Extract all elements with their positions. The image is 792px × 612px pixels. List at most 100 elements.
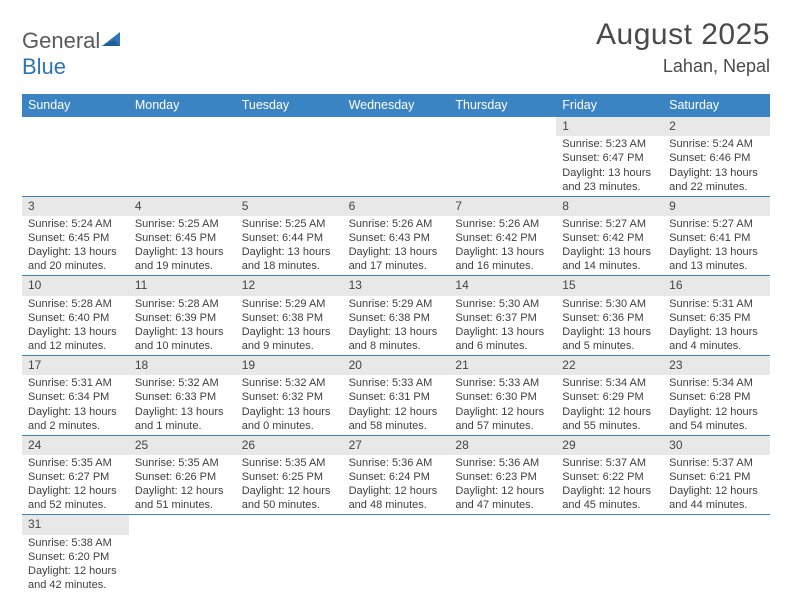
day-number: 20 bbox=[343, 356, 450, 375]
dow-wednesday: Wednesday bbox=[343, 94, 450, 117]
sunrise-line: Sunrise: 5:29 AM bbox=[349, 297, 444, 311]
day-cell: 31Sunrise: 5:38 AMSunset: 6:20 PMDayligh… bbox=[22, 515, 129, 594]
daylight-line: Daylight: 13 hours and 0 minutes. bbox=[242, 405, 337, 433]
day-cell: 21Sunrise: 5:33 AMSunset: 6:30 PMDayligh… bbox=[449, 356, 556, 435]
day-cell: 27Sunrise: 5:36 AMSunset: 6:24 PMDayligh… bbox=[343, 436, 450, 515]
sunrise-line: Sunrise: 5:34 AM bbox=[562, 376, 657, 390]
dow-sunday: Sunday bbox=[22, 94, 129, 117]
day-cell: 12Sunrise: 5:29 AMSunset: 6:38 PMDayligh… bbox=[236, 276, 343, 355]
day-number bbox=[343, 117, 450, 136]
logo-text-b: Blue bbox=[22, 54, 66, 79]
day-body: Sunrise: 5:25 AMSunset: 6:44 PMDaylight:… bbox=[236, 216, 343, 275]
sunset-line: Sunset: 6:40 PM bbox=[28, 311, 123, 325]
day-number bbox=[663, 515, 770, 534]
sunrise-line: Sunrise: 5:33 AM bbox=[455, 376, 550, 390]
day-body: Sunrise: 5:35 AMSunset: 6:26 PMDaylight:… bbox=[129, 455, 236, 514]
day-number: 14 bbox=[449, 276, 556, 295]
day-body: Sunrise: 5:34 AMSunset: 6:29 PMDaylight:… bbox=[556, 375, 663, 434]
sunrise-line: Sunrise: 5:37 AM bbox=[669, 456, 764, 470]
day-number bbox=[22, 117, 129, 136]
week-row: 3Sunrise: 5:24 AMSunset: 6:45 PMDaylight… bbox=[22, 197, 770, 277]
day-number: 18 bbox=[129, 356, 236, 375]
day-number: 15 bbox=[556, 276, 663, 295]
sunrise-line: Sunrise: 5:27 AM bbox=[562, 217, 657, 231]
daylight-line: Daylight: 13 hours and 13 minutes. bbox=[669, 245, 764, 273]
daylight-line: Daylight: 13 hours and 4 minutes. bbox=[669, 325, 764, 353]
day-cell bbox=[236, 117, 343, 196]
dow-thursday: Thursday bbox=[449, 94, 556, 117]
daylight-line: Daylight: 13 hours and 5 minutes. bbox=[562, 325, 657, 353]
daylight-line: Daylight: 13 hours and 2 minutes. bbox=[28, 405, 123, 433]
daylight-line: Daylight: 12 hours and 51 minutes. bbox=[135, 484, 230, 512]
day-cell bbox=[343, 515, 450, 594]
day-body: Sunrise: 5:32 AMSunset: 6:32 PMDaylight:… bbox=[236, 375, 343, 434]
day-cell: 16Sunrise: 5:31 AMSunset: 6:35 PMDayligh… bbox=[663, 276, 770, 355]
day-cell: 15Sunrise: 5:30 AMSunset: 6:36 PMDayligh… bbox=[556, 276, 663, 355]
day-body: Sunrise: 5:29 AMSunset: 6:38 PMDaylight:… bbox=[343, 296, 450, 355]
dow-friday: Friday bbox=[556, 94, 663, 117]
day-cell: 5Sunrise: 5:25 AMSunset: 6:44 PMDaylight… bbox=[236, 197, 343, 276]
daylight-line: Daylight: 13 hours and 1 minute. bbox=[135, 405, 230, 433]
day-cell: 23Sunrise: 5:34 AMSunset: 6:28 PMDayligh… bbox=[663, 356, 770, 435]
day-cell bbox=[449, 117, 556, 196]
day-cell: 30Sunrise: 5:37 AMSunset: 6:21 PMDayligh… bbox=[663, 436, 770, 515]
page-header: General Blue August 2025 Lahan, Nepal bbox=[22, 18, 770, 88]
sunset-line: Sunset: 6:38 PM bbox=[349, 311, 444, 325]
sunrise-line: Sunrise: 5:26 AM bbox=[349, 217, 444, 231]
day-body: Sunrise: 5:26 AMSunset: 6:43 PMDaylight:… bbox=[343, 216, 450, 275]
day-body: Sunrise: 5:24 AMSunset: 6:45 PMDaylight:… bbox=[22, 216, 129, 275]
day-number: 6 bbox=[343, 197, 450, 216]
day-cell: 26Sunrise: 5:35 AMSunset: 6:25 PMDayligh… bbox=[236, 436, 343, 515]
day-number bbox=[343, 515, 450, 534]
daylight-line: Daylight: 13 hours and 8 minutes. bbox=[349, 325, 444, 353]
day-body: Sunrise: 5:27 AMSunset: 6:42 PMDaylight:… bbox=[556, 216, 663, 275]
week-row: 17Sunrise: 5:31 AMSunset: 6:34 PMDayligh… bbox=[22, 356, 770, 436]
daylight-line: Daylight: 12 hours and 50 minutes. bbox=[242, 484, 337, 512]
day-body: Sunrise: 5:24 AMSunset: 6:46 PMDaylight:… bbox=[663, 136, 770, 195]
sunrise-line: Sunrise: 5:36 AM bbox=[349, 456, 444, 470]
day-cell: 3Sunrise: 5:24 AMSunset: 6:45 PMDaylight… bbox=[22, 197, 129, 276]
day-body: Sunrise: 5:37 AMSunset: 6:22 PMDaylight:… bbox=[556, 455, 663, 514]
daylight-line: Daylight: 13 hours and 18 minutes. bbox=[242, 245, 337, 273]
day-number bbox=[129, 515, 236, 534]
sunrise-line: Sunrise: 5:28 AM bbox=[135, 297, 230, 311]
day-cell: 8Sunrise: 5:27 AMSunset: 6:42 PMDaylight… bbox=[556, 197, 663, 276]
daylight-line: Daylight: 12 hours and 48 minutes. bbox=[349, 484, 444, 512]
day-cell: 18Sunrise: 5:32 AMSunset: 6:33 PMDayligh… bbox=[129, 356, 236, 435]
logo: General Blue bbox=[22, 18, 124, 80]
dow-saturday: Saturday bbox=[663, 94, 770, 117]
daylight-line: Daylight: 12 hours and 44 minutes. bbox=[669, 484, 764, 512]
daylight-line: Daylight: 13 hours and 16 minutes. bbox=[455, 245, 550, 273]
logo-text: General Blue bbox=[22, 28, 124, 80]
day-number: 22 bbox=[556, 356, 663, 375]
weeks-container: 1Sunrise: 5:23 AMSunset: 6:47 PMDaylight… bbox=[22, 117, 770, 594]
daylight-line: Daylight: 12 hours and 54 minutes. bbox=[669, 405, 764, 433]
day-number: 17 bbox=[22, 356, 129, 375]
daylight-line: Daylight: 13 hours and 14 minutes. bbox=[562, 245, 657, 273]
day-cell: 29Sunrise: 5:37 AMSunset: 6:22 PMDayligh… bbox=[556, 436, 663, 515]
sunrise-line: Sunrise: 5:37 AM bbox=[562, 456, 657, 470]
sunset-line: Sunset: 6:34 PM bbox=[28, 390, 123, 404]
day-number: 27 bbox=[343, 436, 450, 455]
week-row: 10Sunrise: 5:28 AMSunset: 6:40 PMDayligh… bbox=[22, 276, 770, 356]
sunrise-line: Sunrise: 5:35 AM bbox=[242, 456, 337, 470]
day-body: Sunrise: 5:30 AMSunset: 6:36 PMDaylight:… bbox=[556, 296, 663, 355]
sunrise-line: Sunrise: 5:31 AM bbox=[28, 376, 123, 390]
daylight-line: Daylight: 13 hours and 22 minutes. bbox=[669, 166, 764, 194]
sunrise-line: Sunrise: 5:30 AM bbox=[455, 297, 550, 311]
calendar: Sunday Monday Tuesday Wednesday Thursday… bbox=[22, 94, 770, 594]
sunrise-line: Sunrise: 5:32 AM bbox=[135, 376, 230, 390]
day-number: 26 bbox=[236, 436, 343, 455]
day-number: 12 bbox=[236, 276, 343, 295]
day-cell bbox=[343, 117, 450, 196]
sunset-line: Sunset: 6:43 PM bbox=[349, 231, 444, 245]
day-cell: 25Sunrise: 5:35 AMSunset: 6:26 PMDayligh… bbox=[129, 436, 236, 515]
day-number bbox=[449, 515, 556, 534]
day-number: 29 bbox=[556, 436, 663, 455]
sunrise-line: Sunrise: 5:33 AM bbox=[349, 376, 444, 390]
day-body: Sunrise: 5:26 AMSunset: 6:42 PMDaylight:… bbox=[449, 216, 556, 275]
day-number bbox=[129, 117, 236, 136]
sunset-line: Sunset: 6:20 PM bbox=[28, 550, 123, 564]
daylight-line: Daylight: 12 hours and 55 minutes. bbox=[562, 405, 657, 433]
sunset-line: Sunset: 6:44 PM bbox=[242, 231, 337, 245]
